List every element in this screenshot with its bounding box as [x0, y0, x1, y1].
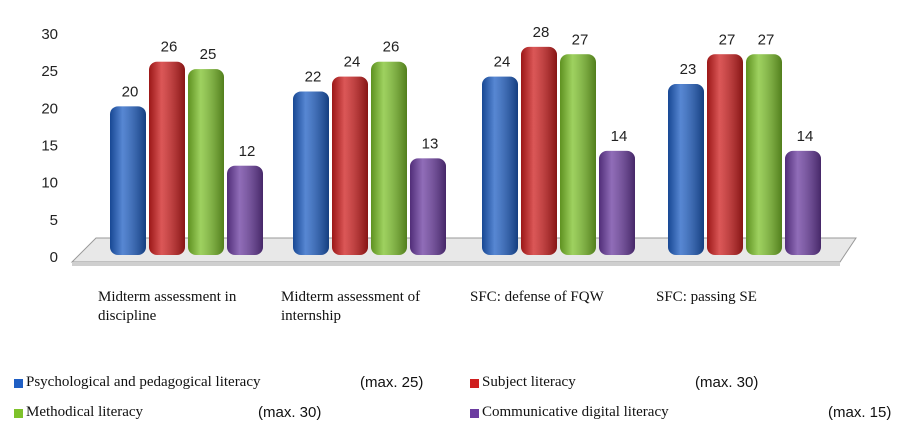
- bar-shade: [785, 150, 821, 255]
- legend-swatch: [470, 409, 479, 418]
- legend-note: (max. 30): [258, 404, 322, 421]
- legend-label: Communicative digital literacy: [482, 404, 669, 420]
- data-label: 14: [797, 128, 814, 145]
- bar-shade: [707, 54, 743, 255]
- x-tick-label: Midterm assessment of internship: [281, 289, 421, 324]
- data-label: 27: [572, 31, 589, 48]
- y-tick-label: 5: [50, 212, 58, 229]
- bar-shade: [188, 69, 224, 256]
- bar-shade: [293, 91, 329, 255]
- bar-shade: [668, 84, 704, 256]
- y-tick-label: 20: [41, 100, 58, 117]
- data-label: 26: [161, 39, 178, 56]
- y-tick-label: 30: [41, 26, 58, 43]
- bar-shade: [560, 54, 596, 255]
- data-label: 27: [758, 31, 775, 48]
- bar-shade: [746, 54, 782, 255]
- legend-label: Subject literacy: [482, 374, 576, 390]
- y-tick-label: 15: [41, 137, 58, 154]
- data-label: 22: [305, 68, 322, 85]
- x-tick-label: SFC: passing SE: [656, 289, 757, 305]
- bar-shade: [227, 165, 263, 255]
- data-label: 13: [422, 135, 439, 152]
- data-label: 23: [680, 61, 697, 78]
- data-label: 20: [122, 83, 139, 100]
- data-label: 25: [200, 46, 217, 63]
- legend-label: Methodical literacy: [26, 404, 144, 420]
- y-tick-label: 10: [41, 175, 58, 192]
- bar-shade: [599, 150, 635, 255]
- data-label: 14: [611, 128, 628, 145]
- data-label: 24: [344, 54, 361, 71]
- floor-edge: [72, 262, 840, 266]
- legend-note: (max. 15): [828, 404, 892, 421]
- data-label: 12: [239, 143, 256, 160]
- bar-shade: [521, 46, 557, 255]
- bar-shade: [371, 61, 407, 255]
- x-tick-label: SFC: defense of FQW: [470, 289, 604, 305]
- bar-shade: [332, 76, 368, 255]
- data-label: 24: [494, 54, 511, 71]
- bar-shade: [482, 76, 518, 255]
- chart: 0 5 10 15 20 25 30 20 26 25 12 22 24 26 13 24 28 27 14 23 27…: [41, 24, 857, 266]
- legend-swatch: [470, 379, 479, 388]
- y-tick-label: 25: [41, 63, 58, 80]
- bar-shade: [110, 106, 146, 255]
- bar-shade: [149, 61, 185, 255]
- legend-swatch: [14, 409, 23, 418]
- x-tick-label: Midterm assessment in discipline: [98, 289, 237, 324]
- data-label: 26: [383, 39, 400, 56]
- y-tick-label: 0: [50, 249, 58, 266]
- data-label: 28: [533, 24, 550, 41]
- legend-label: Psychological and pedagogical literacy: [26, 374, 261, 390]
- bar-shade: [410, 158, 446, 255]
- legend-note: (max. 30): [695, 374, 759, 391]
- data-label: 27: [719, 31, 736, 48]
- legend-swatch: [14, 379, 23, 388]
- legend-note: (max. 25): [360, 374, 424, 391]
